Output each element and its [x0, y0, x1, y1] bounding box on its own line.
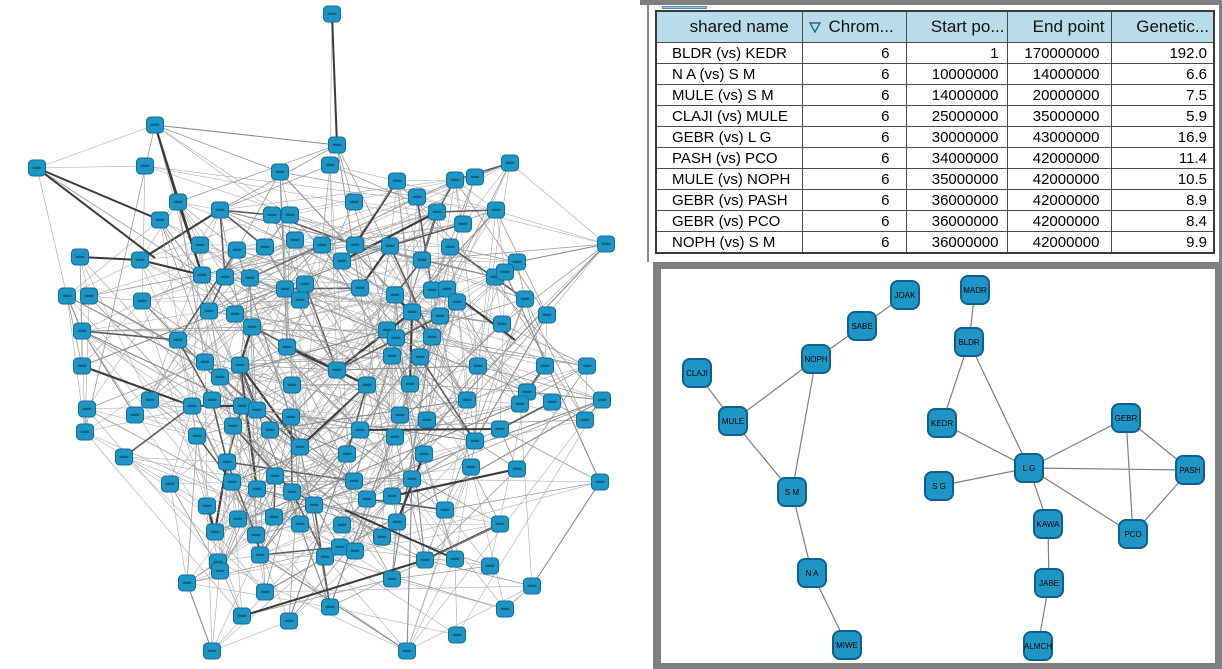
- svg-text:ALMCH: ALMCH: [1024, 642, 1052, 651]
- svg-text:MIWE: MIWE: [836, 641, 858, 650]
- svg-text:MULE: MULE: [722, 417, 744, 426]
- svg-text:JOAK: JOAK: [895, 291, 917, 300]
- svg-text:L G: L G: [1023, 464, 1036, 473]
- svg-text:JABE: JABE: [1039, 579, 1059, 588]
- svg-text:BLDR: BLDR: [958, 338, 980, 347]
- svg-text:S M: S M: [785, 488, 800, 497]
- svg-text:KAWA: KAWA: [1037, 520, 1061, 529]
- svg-text:GEBR: GEBR: [1115, 414, 1138, 423]
- svg-text:MADR: MADR: [963, 286, 987, 295]
- svg-text:PASH: PASH: [1179, 466, 1200, 475]
- svg-text:PCO: PCO: [1124, 530, 1141, 539]
- svg-text:CLAJI: CLAJI: [686, 369, 708, 378]
- svg-text:KEDR: KEDR: [931, 419, 953, 428]
- svg-text:N A: N A: [806, 569, 820, 578]
- svg-text:S G: S G: [932, 482, 946, 491]
- svg-text:SABE: SABE: [851, 322, 872, 331]
- svg-text:NOPH: NOPH: [804, 355, 827, 364]
